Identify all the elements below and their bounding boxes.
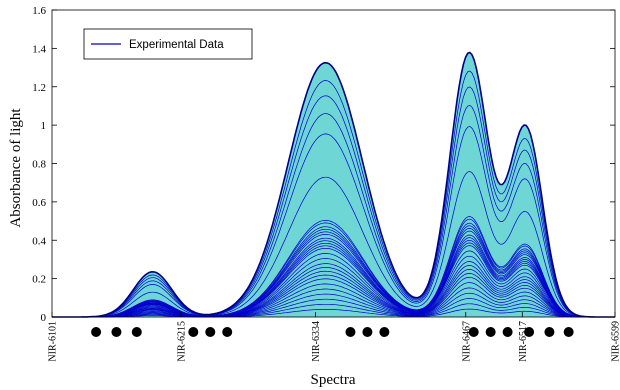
y-tick-label: 0.6 bbox=[32, 197, 46, 209]
x-tick-label: NIR-6334 bbox=[311, 321, 322, 362]
marker-dot bbox=[131, 327, 142, 337]
marker-dot bbox=[544, 327, 555, 337]
area-fill bbox=[52, 52, 615, 317]
spectrum-line bbox=[52, 265, 615, 318]
spectrum-line bbox=[52, 222, 615, 318]
y-tick-label: 0.2 bbox=[32, 274, 46, 286]
x-tick-label: NIR-6101 bbox=[48, 321, 59, 362]
spectrum-line bbox=[52, 245, 615, 318]
marker-dot bbox=[205, 327, 216, 337]
spectrum-line bbox=[52, 225, 615, 318]
spectrum-line bbox=[52, 273, 615, 318]
marker-dot bbox=[485, 327, 496, 337]
marker-dot bbox=[345, 327, 356, 337]
marker-dot bbox=[524, 327, 535, 337]
x-tick-label: NIR-6599 bbox=[611, 321, 620, 362]
spectrum-line bbox=[52, 250, 615, 318]
spectrum-line bbox=[52, 234, 615, 318]
x-axis: NIR-6101 NIR-6215 NIR-6334 NIR-6467 NIR-6517… bbox=[48, 312, 620, 362]
legend-label: Experimental Data bbox=[129, 39, 224, 51]
y-axis: 0 0.2 0.4 0.6 0.8 1 1.2 1.4 1.6 bbox=[32, 5, 615, 324]
spectrum-line bbox=[52, 292, 615, 318]
legend: Experimental Data bbox=[83, 28, 253, 60]
spectrum-line bbox=[52, 218, 615, 318]
y-axis-title: Absorbance of light bbox=[8, 108, 24, 228]
spectrum-line bbox=[52, 216, 615, 318]
x-axis-title: Spectra bbox=[311, 372, 356, 388]
spectrum-line bbox=[52, 86, 615, 318]
spectrum-line bbox=[52, 126, 615, 318]
spectrum-line bbox=[52, 255, 615, 318]
spectrum-line bbox=[52, 303, 615, 318]
spectrum-line bbox=[52, 242, 615, 318]
y-tick-label: 0.4 bbox=[32, 235, 46, 247]
spectrum-line bbox=[52, 237, 615, 318]
y-tick-label: 1 bbox=[41, 120, 47, 132]
marker-dot bbox=[111, 327, 122, 337]
y-tick-label: 1.4 bbox=[32, 43, 46, 55]
spectrum-line bbox=[52, 298, 615, 318]
y-tick-label: 0 bbox=[41, 312, 47, 324]
spectrum-line bbox=[52, 230, 615, 318]
marker-dot bbox=[188, 327, 199, 337]
spectrum-line bbox=[52, 261, 615, 318]
spectrum-line bbox=[52, 276, 615, 318]
marker-dots bbox=[91, 327, 574, 337]
marker-dot bbox=[563, 327, 574, 337]
x-tick-label: NIR-6215 bbox=[176, 321, 187, 362]
spectrum-line bbox=[52, 282, 615, 318]
marker-dot bbox=[379, 327, 390, 337]
envelope-line bbox=[52, 51, 615, 318]
marker-dot bbox=[222, 327, 233, 337]
spectrum-line bbox=[52, 269, 615, 318]
x-tick-label: NIR-6517 bbox=[518, 321, 529, 362]
spectrum-line bbox=[52, 228, 615, 318]
marker-dot bbox=[91, 327, 102, 337]
spectrum-line bbox=[52, 171, 615, 318]
marker-dot bbox=[502, 327, 513, 337]
experimental-curves bbox=[52, 52, 615, 318]
spectrum-line bbox=[52, 239, 615, 318]
y-tick-label: 1.2 bbox=[32, 82, 46, 94]
y-tick-label: 0.8 bbox=[32, 159, 46, 171]
spectrum-line bbox=[52, 287, 615, 318]
spectrum-line bbox=[52, 70, 615, 318]
marker-dot bbox=[362, 327, 373, 337]
spectrum-line bbox=[52, 308, 615, 318]
x-tick-label: NIR-6467 bbox=[461, 321, 472, 362]
marker-dot bbox=[468, 327, 479, 337]
spectrum-line bbox=[52, 105, 615, 318]
y-tick-label: 1.6 bbox=[32, 5, 46, 17]
